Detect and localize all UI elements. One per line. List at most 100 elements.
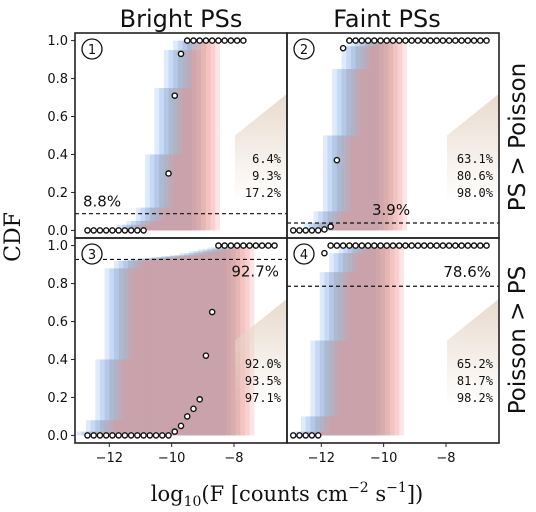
band-step xyxy=(332,69,342,231)
panel-badge-circle xyxy=(293,38,315,60)
data-point xyxy=(352,242,359,249)
band-step xyxy=(182,50,192,231)
data-point xyxy=(339,44,347,52)
y-tick-label: 0.0 xyxy=(47,429,68,444)
band-step xyxy=(319,431,330,436)
band-step xyxy=(187,50,197,231)
y-tick-label: 0.4 xyxy=(47,148,68,163)
data-point xyxy=(389,242,397,249)
data-point xyxy=(483,242,490,249)
column-title-faint: Faint PSs xyxy=(333,5,440,33)
data-point xyxy=(458,37,465,44)
band-step xyxy=(132,259,143,436)
data-point xyxy=(183,413,191,420)
data-point xyxy=(109,432,116,439)
band-step xyxy=(329,340,339,436)
data-point xyxy=(383,37,391,44)
threshold-label: 8.8% xyxy=(83,193,121,211)
band-step xyxy=(123,260,133,436)
band-step xyxy=(163,50,174,231)
band-step xyxy=(90,420,100,436)
band-step xyxy=(159,88,169,231)
band-step xyxy=(347,245,358,436)
data-point xyxy=(146,432,154,439)
band-step xyxy=(76,431,86,436)
band-step xyxy=(184,253,194,436)
band-step xyxy=(360,40,370,231)
band-step xyxy=(216,249,227,436)
data-point xyxy=(483,37,490,44)
band-step xyxy=(118,260,128,436)
band-step xyxy=(145,154,155,231)
band-step xyxy=(149,207,160,231)
band-step xyxy=(319,272,330,436)
band-step xyxy=(324,416,334,436)
band-step xyxy=(85,420,96,436)
band-step xyxy=(374,40,384,231)
data-point xyxy=(96,227,104,234)
x-tick-label: −12 xyxy=(96,451,123,466)
band-step xyxy=(188,251,199,436)
data-point xyxy=(327,223,334,230)
data-point xyxy=(346,242,353,249)
band-step xyxy=(165,256,175,436)
data-point xyxy=(84,432,91,439)
band-step xyxy=(198,251,208,436)
percentage-label: 17.2% xyxy=(245,186,282,200)
data-point xyxy=(402,37,409,44)
band-step xyxy=(313,211,323,231)
band-step xyxy=(374,40,384,231)
band-step xyxy=(165,257,175,436)
data-point xyxy=(414,37,422,44)
band-step xyxy=(350,40,361,231)
data-point xyxy=(202,352,210,359)
data-point xyxy=(433,37,440,44)
data-point xyxy=(370,37,378,44)
band-step xyxy=(360,69,370,231)
data-point xyxy=(427,37,434,44)
band-step xyxy=(374,40,384,231)
data-point xyxy=(215,242,222,249)
percentage-label: 98.2% xyxy=(457,391,494,405)
band-step xyxy=(205,40,216,231)
threshold-label: 78.6% xyxy=(443,263,491,281)
band-step xyxy=(380,245,390,436)
data-point xyxy=(445,37,453,44)
data-point xyxy=(171,428,179,435)
band-step xyxy=(308,222,319,231)
band-step xyxy=(174,256,185,436)
data-point xyxy=(183,37,191,44)
band-step xyxy=(319,340,330,436)
band-step xyxy=(329,416,339,436)
band-step xyxy=(378,40,389,231)
band-step xyxy=(357,253,367,436)
y-tick-label: 0.0 xyxy=(47,224,68,239)
panel-plot-area xyxy=(75,242,287,439)
band-step xyxy=(193,251,203,436)
data-point xyxy=(171,92,179,99)
data-point xyxy=(364,37,372,44)
band-step xyxy=(156,256,166,436)
band-step xyxy=(361,245,372,436)
data-point xyxy=(464,37,472,44)
band-step xyxy=(336,211,347,231)
data-point xyxy=(140,432,147,439)
band-step xyxy=(216,247,227,436)
band-step xyxy=(375,245,386,436)
band-step xyxy=(369,46,379,231)
band-step xyxy=(135,224,146,231)
y-tick-label: 0.6 xyxy=(47,315,68,330)
band-step xyxy=(132,260,143,436)
y-tick-label: 0.2 xyxy=(47,391,68,406)
band-step xyxy=(378,40,389,231)
band-step xyxy=(104,359,114,436)
band-step xyxy=(364,40,375,231)
band-step xyxy=(145,207,155,231)
data-point xyxy=(158,432,166,439)
band-step xyxy=(104,420,114,436)
data-point xyxy=(302,227,310,234)
data-point xyxy=(84,227,91,234)
band-step xyxy=(198,253,208,436)
band-step xyxy=(369,40,379,231)
band-step xyxy=(343,272,353,436)
